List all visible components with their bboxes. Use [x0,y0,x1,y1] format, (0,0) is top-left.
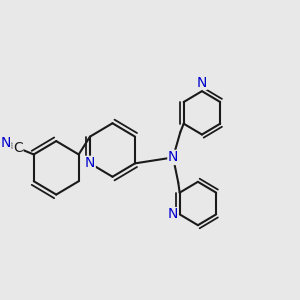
Text: C: C [13,141,23,155]
Text: N: N [197,76,207,90]
Text: N: N [168,150,178,164]
Text: N: N [85,156,95,170]
Text: N: N [168,207,178,221]
Text: N: N [1,136,11,150]
